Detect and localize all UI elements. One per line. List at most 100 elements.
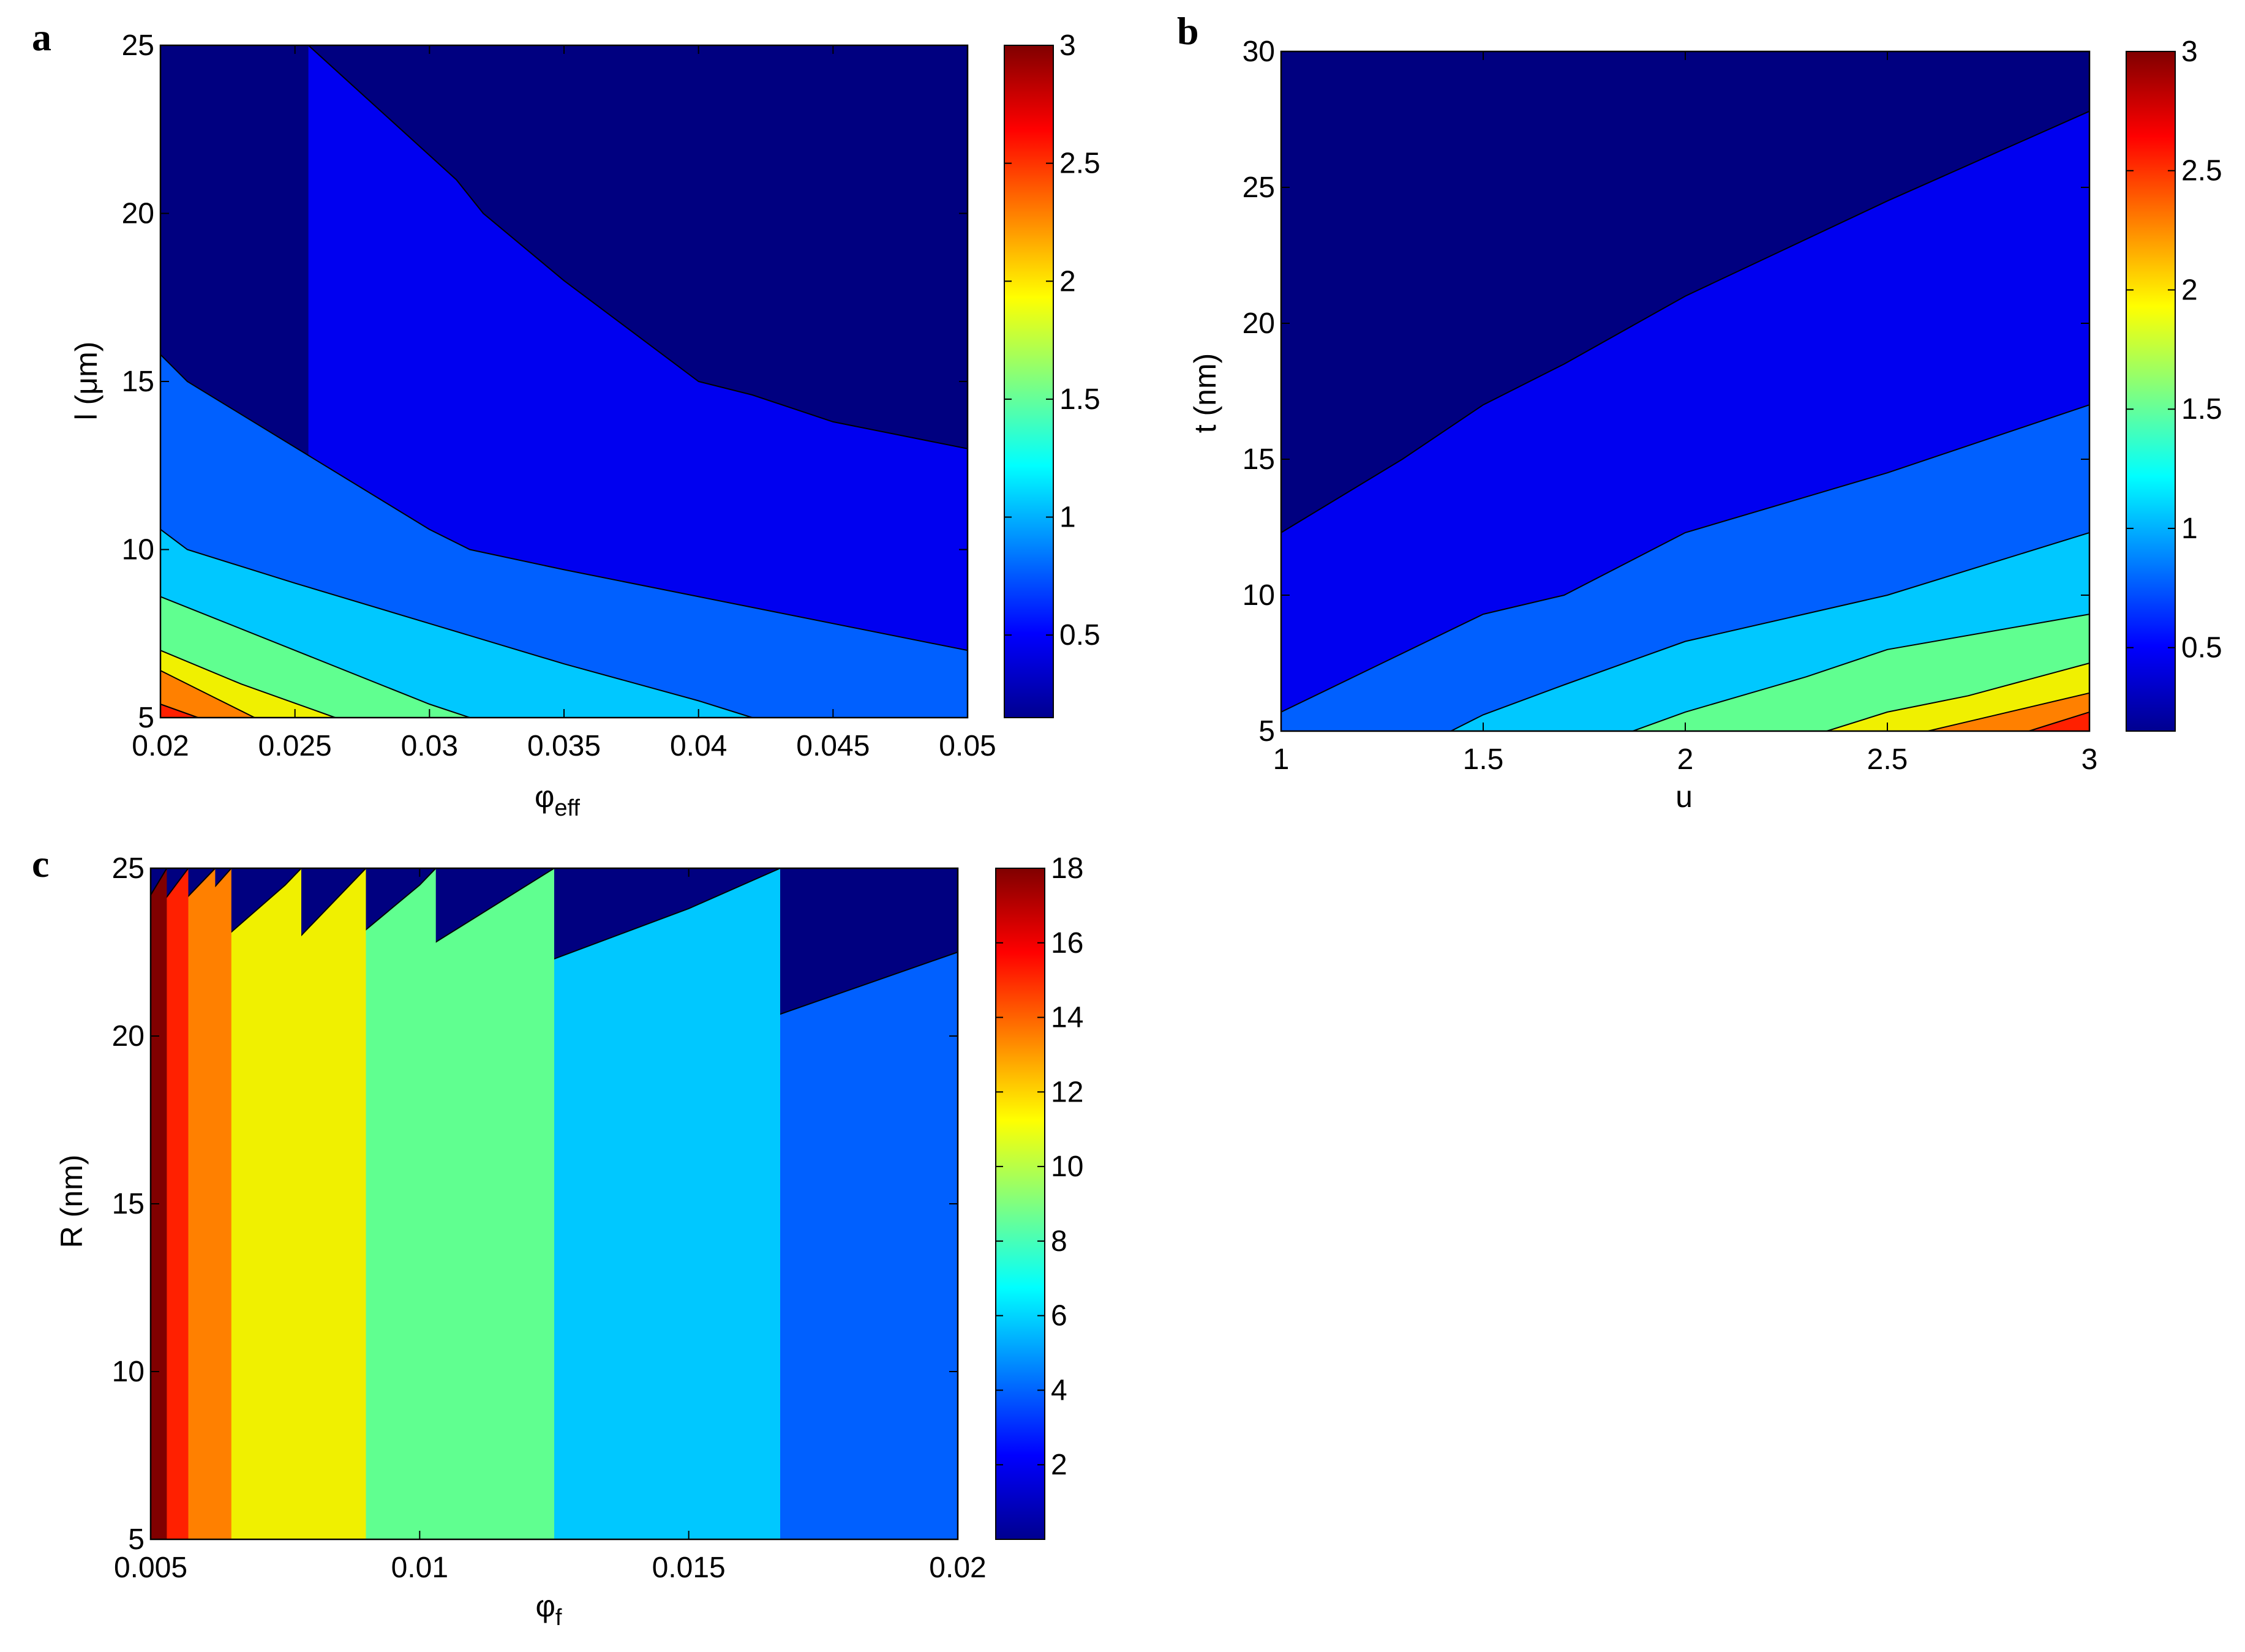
panel-b-x-tick-label: 1.5 xyxy=(1463,743,1504,776)
panel-a-y-tick-label: 15 xyxy=(122,366,154,398)
panel-a-contour-line-2 xyxy=(160,354,968,651)
panel-b-y-tick-label: 15 xyxy=(1243,443,1275,476)
panel-a-colorbar-tick-label: 0.5 xyxy=(1059,619,1100,651)
panel-a-x-tick-label: 0.025 xyxy=(258,730,332,762)
panel-b-contour-line-6 xyxy=(1927,692,2090,732)
panel-a-contour-line-1 xyxy=(307,45,968,449)
panel-c-colorbar-tick-label: 2 xyxy=(1051,1449,1067,1481)
panel-b-colorbar-tick-label: 2.5 xyxy=(2181,155,2222,187)
panel-c-colorbar: 2 4 6 8 10 12 14 16 18 xyxy=(995,852,1083,1540)
panel-a-contour-level-1 xyxy=(308,45,968,718)
panel-b-colorbar-tick-label: 2 xyxy=(2181,274,2198,306)
panel-c-x-tick-label: 0.005 xyxy=(114,1552,187,1584)
panel-b-colorbar-tick-label: 3 xyxy=(2181,36,2198,68)
panel-c-y-tick-label: 5 xyxy=(128,1523,145,1556)
panel-b-x-axis-label: u xyxy=(1675,779,1693,814)
panel-c-colorbar-tick-label: 8 xyxy=(1051,1225,1067,1258)
panel-a-contour-line-7 xyxy=(160,704,198,718)
panel-a-x-tick-label: 0.05 xyxy=(939,730,996,762)
panel-b-y-tick-label: 30 xyxy=(1243,36,1275,68)
panel-b-colorbar-tick-label: 1.5 xyxy=(2181,393,2222,426)
panel-b-x-tick-label: 2.5 xyxy=(1867,743,1908,776)
panel-c-y-axis-ticks: 5 10 15 20 25 xyxy=(112,852,958,1556)
panel-a-colorbar: 0.5 1 1.5 2 2.5 3 xyxy=(1004,29,1100,718)
panel-b-contour-line-5 xyxy=(1826,663,2090,732)
panel-b-y-axis-ticks: 5 10 15 20 25 30 xyxy=(1243,36,2089,748)
panel-b-x-axis-ticks: 1 1.5 2 2.5 3 xyxy=(1273,51,2098,776)
panel-b-colorbar-gradient xyxy=(2126,51,2176,732)
panel-c-y-tick-label: 20 xyxy=(112,1020,145,1053)
panel-c-colorbar-tick-label: 18 xyxy=(1051,852,1083,885)
panel-a-label: a xyxy=(32,15,51,59)
panel-a-x-tick-label: 0.03 xyxy=(401,730,458,762)
panel-a-x-axis-label: φeff xyxy=(535,779,580,821)
panel-c-colorbar-tick-label: 10 xyxy=(1051,1151,1083,1183)
panel-a-y-axis-ticks: 5 10 15 20 25 xyxy=(122,29,968,734)
panel-b-label: b xyxy=(1177,9,1199,53)
panel-a-colorbar-tick-label: 1 xyxy=(1059,501,1076,534)
panel-c-colorbar-tick-label: 16 xyxy=(1051,927,1083,959)
panel-c-colorbar-tick-label: 6 xyxy=(1051,1300,1067,1332)
panel-c-contour-line-11 xyxy=(150,868,168,896)
panel-c-colorbar-gradient xyxy=(995,868,1045,1540)
panel-c-y-tick-label: 15 xyxy=(112,1188,145,1220)
panel-b-y-axis-label: t (nm) xyxy=(1188,353,1222,434)
panel-b-colorbar: 0.5 1 1.5 2 2.5 3 xyxy=(2126,36,2222,732)
panel-c-contour-plot xyxy=(149,867,959,1541)
panel-a-x-tick-label: 0.045 xyxy=(796,730,870,762)
panel-c-x-tick-label: 0.02 xyxy=(929,1552,986,1584)
panel-c-x-axis-ticks: 0.005 0.01 0.015 0.02 xyxy=(114,868,987,1584)
panel-c-y-tick-label: 10 xyxy=(112,1356,145,1388)
panel-a-contour-line-5 xyxy=(160,650,336,718)
panel-a-x-axis-label-sub: eff xyxy=(554,795,580,821)
panel-b-colorbar-tick-label: 0.5 xyxy=(2181,632,2222,664)
panel-a-contour-plot xyxy=(159,44,969,719)
panel-a-y-axis-label: l (μm) xyxy=(69,342,103,421)
panel-a-y-tick-label: 10 xyxy=(122,534,154,566)
panel-c-x-axis-label-sub: f xyxy=(555,1605,562,1631)
panel-c-label: c xyxy=(32,842,49,885)
panel-a-x-axis-label-base: φ xyxy=(535,779,554,814)
panel-a-y-tick-label: 25 xyxy=(122,29,154,62)
panel-b-y-tick-label: 5 xyxy=(1258,715,1275,748)
panel-a-x-tick-label: 0.02 xyxy=(132,730,189,762)
panel-a-y-tick-label: 20 xyxy=(122,198,154,230)
panel-b-contour-line-2 xyxy=(1280,404,2090,713)
panel-b-contour-plot xyxy=(1280,50,2091,732)
panel-c-colorbar-tick-label: 4 xyxy=(1051,1374,1067,1406)
panel-b-colorbar-tick-label: 1 xyxy=(2181,512,2198,545)
panel-b-y-tick-label: 10 xyxy=(1243,579,1275,612)
panel-a-colorbar-tick-label: 1.5 xyxy=(1059,383,1100,416)
panel-c-x-axis-label-base: φ xyxy=(536,1589,555,1623)
panel-a-contour-line-6 xyxy=(160,670,255,718)
panel-c-x-axis-label: φf xyxy=(536,1589,562,1631)
panel-b-x-tick-label: 2 xyxy=(1677,743,1694,776)
panel-a-x-axis-ticks: 0.02 0.025 0.03 0.035 0.04 0.045 0.05 xyxy=(132,45,996,762)
panel-c-colorbar-tick-label: 14 xyxy=(1051,1002,1083,1034)
panel-a-colorbar-tick-label: 2.5 xyxy=(1059,148,1100,180)
panel-a-x-tick-label: 0.035 xyxy=(527,730,601,762)
panel-b-contour-line-7 xyxy=(2028,711,2090,732)
panel-c-x-tick-label: 0.015 xyxy=(652,1552,726,1584)
panel-c-colorbar-tick-label: 12 xyxy=(1051,1076,1083,1108)
panel-b-y-tick-label: 20 xyxy=(1243,307,1275,340)
panel-c-x-tick-label: 0.01 xyxy=(391,1552,448,1584)
panel-b-contour-line-4 xyxy=(1632,614,2090,732)
panel-a-colorbar-tick-label: 2 xyxy=(1059,265,1076,298)
panel-a-colorbar-tick-label: 3 xyxy=(1059,29,1076,62)
panel-a-x-tick-label: 0.04 xyxy=(670,730,727,762)
panel-b-y-tick-label: 25 xyxy=(1243,171,1275,204)
panel-a-colorbar-gradient xyxy=(1004,45,1054,718)
panel-b-x-axis-label-base: u xyxy=(1675,779,1693,814)
panel-a-y-tick-label: 5 xyxy=(138,702,154,734)
panel-b-contour-line-3 xyxy=(1450,531,2090,732)
panel-b-x-tick-label: 1 xyxy=(1273,743,1290,776)
panel-b-contour-line-1 xyxy=(1280,110,2090,533)
panel-c-y-tick-label: 25 xyxy=(112,852,145,885)
panel-a-contour-level-6 xyxy=(160,670,255,718)
panel-a-contour-line-4 xyxy=(160,596,470,718)
panel-b-x-tick-label: 3 xyxy=(2081,743,2098,776)
panel-c: c 5 10 15 20 25 0.005 0.01 0.015 0.02 φf R (nm)… xyxy=(32,842,1083,1631)
